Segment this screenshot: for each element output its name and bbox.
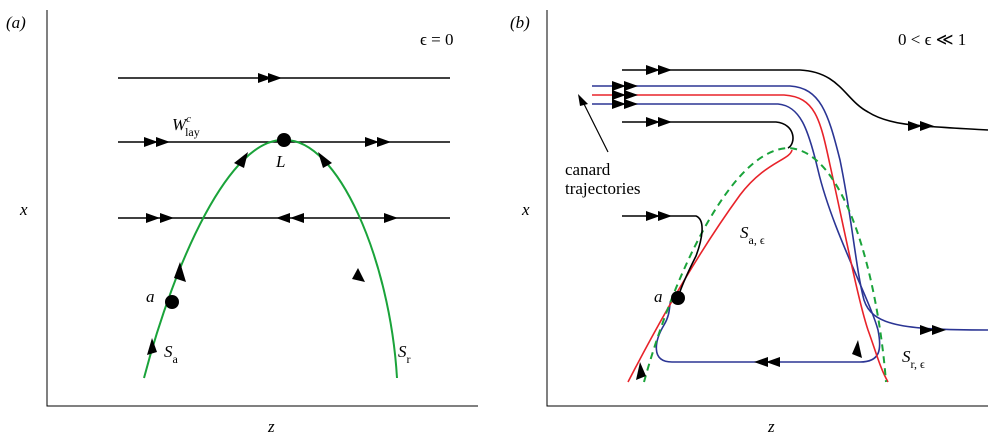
panel-a-critical-manifold <box>143 138 398 379</box>
label-W-sup: c <box>186 113 191 125</box>
label-Sa: S <box>164 342 173 361</box>
panel-b-ylabel: x <box>521 200 530 219</box>
label-L: L <box>275 152 285 171</box>
panel-a-point-a <box>165 295 179 309</box>
label-Sr: S <box>398 342 407 361</box>
panel-a-arrowheads <box>144 73 398 355</box>
panel-a-axes <box>46 10 478 407</box>
label-W: W <box>172 115 188 134</box>
panel-b-slow-manifold-attracting <box>627 149 793 383</box>
label-Sae: S <box>740 223 749 242</box>
panel-b-top-trajectory <box>622 69 989 131</box>
panel-b-arrowheads <box>612 65 946 380</box>
svg-text:Sr, ϵ: Sr, ϵ <box>902 347 925 371</box>
panel-b-mid-trajectory <box>622 121 794 149</box>
svg-text:Sa, ϵ: Sa, ϵ <box>740 223 765 247</box>
panel-a: (a) ϵ = 0 x z <box>6 10 478 434</box>
panel-a-point-L <box>277 133 291 147</box>
panel-b-critical-manifold <box>643 146 887 383</box>
label-Sr-sub: r <box>407 352 411 366</box>
svg-text:Sr: Sr <box>398 342 411 366</box>
panel-b-low-trajectory <box>622 215 703 299</box>
panel-a-param: ϵ = 0 <box>420 30 453 49</box>
panel-b: (b) 0 < ϵ ≪ 1 x z <box>510 10 989 434</box>
svg-text:Sa: Sa <box>164 342 179 366</box>
panel-b-axes <box>546 10 988 407</box>
label-Sre: S <box>902 347 911 366</box>
panel-a-tag: (a) <box>6 13 26 32</box>
label-W-sub: lay <box>185 125 200 139</box>
label-Sre-sub: r, ϵ <box>911 357 926 371</box>
panel-b-tag: (b) <box>510 13 530 32</box>
label-a-panel-b: a <box>654 287 663 306</box>
canard-pointer-arrow <box>581 99 609 153</box>
label-Sae-sub: a, ϵ <box>749 233 765 247</box>
label-Sa-sub: a <box>173 352 179 366</box>
panel-b-slow-manifold <box>592 94 889 383</box>
label-a-panel-a: a <box>146 287 155 306</box>
panel-b-point-a <box>671 291 685 305</box>
panel-b-param: 0 < ϵ ≪ 1 <box>898 30 966 49</box>
label-canard-1: canard <box>565 160 611 179</box>
panel-a-trajectories <box>118 77 450 219</box>
panel-a-ylabel: x <box>19 200 28 219</box>
canard-pointer-head <box>578 94 588 106</box>
panel-b-canards <box>592 85 989 363</box>
label-canard-2: trajectories <box>565 179 641 198</box>
panel-b-xlabel: z <box>767 417 775 434</box>
panel-a-xlabel: z <box>267 417 275 434</box>
